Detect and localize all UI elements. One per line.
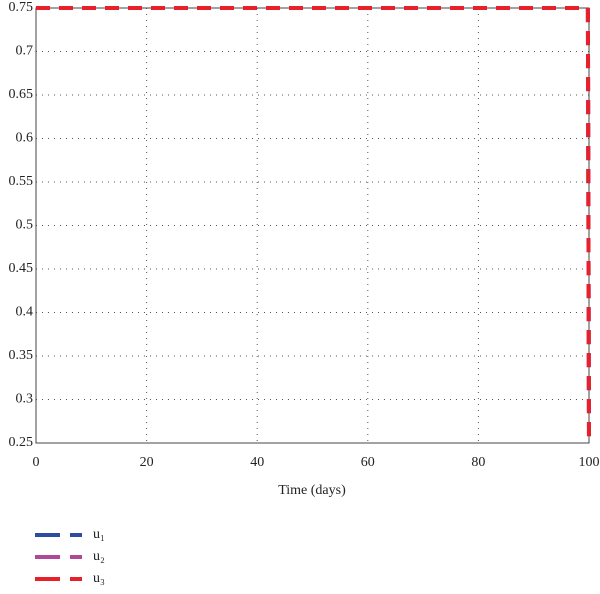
y-tick-label: 0.55 xyxy=(9,174,34,189)
series-line xyxy=(36,6,591,444)
y-tick-label: 0.4 xyxy=(16,305,34,320)
legend-label: u₃ xyxy=(93,571,105,586)
x-tick-label: 80 xyxy=(471,455,485,470)
y-tick-label: 0.75 xyxy=(9,0,34,15)
x-tick-label: 100 xyxy=(579,455,600,470)
y-tick-label: 0.5 xyxy=(16,218,34,233)
y-tick-label: 0.6 xyxy=(16,131,34,146)
y-tick-label: 0.7 xyxy=(16,44,34,59)
y-tick-label: 0.25 xyxy=(9,435,34,450)
x-axis-label: Time (days) xyxy=(278,483,346,498)
y-tick-label: 0.35 xyxy=(9,348,34,363)
legend-label: u₁ xyxy=(93,527,105,542)
x-tick-label: 20 xyxy=(140,455,154,470)
x-tick-label: 0 xyxy=(33,455,40,470)
x-tick-label: 40 xyxy=(250,455,264,470)
x-tick-label: 60 xyxy=(361,455,375,470)
y-tick-label: 0.65 xyxy=(9,87,34,102)
legend-label: u₂ xyxy=(93,549,105,564)
y-tick-label: 0.45 xyxy=(9,261,34,276)
y-tick-label: 0.3 xyxy=(16,392,34,407)
